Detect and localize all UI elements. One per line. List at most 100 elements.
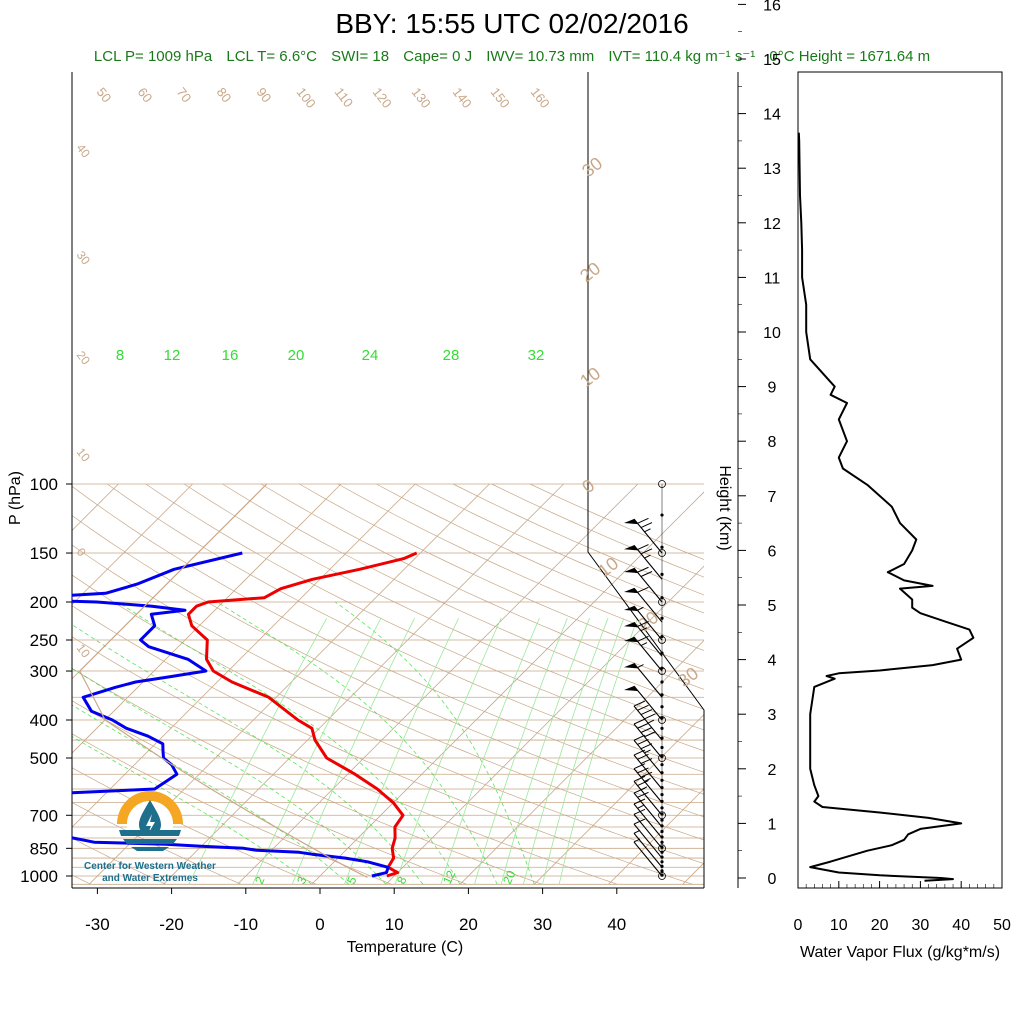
- wind-barb-flag: [637, 722, 649, 729]
- isotherm-line: [608, 788, 704, 885]
- isotherm-label: 140: [450, 85, 475, 111]
- wind-barb: [633, 768, 663, 804]
- mixing-ratio-line: [558, 618, 638, 885]
- adiabat-label-right: 20: [576, 258, 604, 286]
- cape-stat: Cape= 0 J: [403, 48, 473, 65]
- height-tick-label: 5: [768, 598, 777, 615]
- wind-barb-flag: [633, 798, 646, 805]
- wind-barb-flag: [640, 548, 653, 555]
- mixing-ratio-line: [252, 618, 382, 885]
- isotherm-label: 50: [94, 85, 115, 106]
- wind-barb: [633, 813, 663, 849]
- temperature-tick-label: 20: [459, 915, 478, 934]
- height-tick-label: 6: [768, 543, 777, 560]
- wind-barb: [633, 832, 663, 868]
- isotherm-line: [385, 565, 704, 885]
- pressure-tick-label: 500: [30, 749, 58, 768]
- wind-barb: [633, 587, 663, 623]
- wind-barb-flag: [633, 700, 646, 707]
- barb-level-dot: [660, 680, 664, 684]
- wind-barb: [633, 636, 663, 672]
- isotherm-line: [72, 483, 416, 828]
- wind-barb-flag: [640, 571, 653, 577]
- height-tick-label: 3: [768, 707, 777, 724]
- moist-adiabat: [216, 601, 498, 885]
- wvf-profile-line: [797, 132, 975, 882]
- wind-barb-flag: [640, 771, 653, 778]
- wind-barb-pennant: [624, 588, 639, 594]
- wvf-tick-label: 10: [830, 917, 848, 934]
- pressure-axis-title: P (hPa): [7, 471, 24, 525]
- barb-level-dot: [660, 818, 664, 822]
- water-vapor-flux-panel: 0 10 20 30 40 50 Water Vapor Flux (g/kg*m/s): [794, 71, 1011, 961]
- wind-barb: [633, 780, 663, 816]
- mixing-ratio-label-top: 8: [116, 347, 124, 364]
- height-tick-label: 7: [768, 489, 777, 506]
- freezing-height-stat: 0°C Height = 1671.64 m: [769, 48, 931, 65]
- wind-barb-flag: [637, 753, 649, 760]
- temperature-tick-label: -30: [85, 915, 110, 934]
- wind-barb: [633, 739, 663, 775]
- barb-level-dot: [660, 860, 664, 864]
- wvf-frame: [797, 71, 1003, 889]
- pressure-tick-label: 1000: [20, 867, 58, 886]
- wind-barb-pennant: [624, 637, 639, 643]
- wind-barb-half-flag: [640, 642, 648, 646]
- wind-barb-pennant: [624, 686, 639, 692]
- wind-barb-flag: [644, 713, 656, 720]
- moist-adiabat: [72, 624, 424, 885]
- barb-level-dot: [660, 745, 664, 750]
- dry-adiabat: [72, 837, 167, 885]
- height-tick-label: 16: [763, 0, 781, 14]
- dry-adiabat: [72, 515, 704, 818]
- mixing-ratio-line: [344, 618, 459, 885]
- wind-barb-half-flag: [640, 627, 648, 632]
- isotherm-label: 110: [332, 85, 357, 111]
- wind-barb: [633, 841, 663, 877]
- barb-level-dot: [660, 763, 664, 767]
- dry-adiabat: [106, 483, 704, 773]
- wind-barb-half-flag: [637, 664, 644, 668]
- mixing-ratio-line: [474, 618, 568, 885]
- isotherm-line: [163, 483, 564, 885]
- wvf-tick-label: 0: [794, 917, 803, 934]
- isotherm-line: [459, 639, 704, 885]
- mixing-ratio-label-bottom: 20: [500, 868, 518, 886]
- mixing-ratio-label-top: 28: [443, 347, 460, 364]
- wind-barb-pennant: [624, 605, 639, 612]
- barb-level-dot: [660, 850, 664, 854]
- barb-station-circle: [658, 480, 666, 488]
- pressure-tick-label: 300: [30, 662, 58, 681]
- iwv-stat: IWV= 10.73 mm: [486, 48, 595, 65]
- wind-barb-flag: [640, 743, 653, 750]
- dry-adiabat: [72, 700, 468, 885]
- height-tick-label: 8: [768, 434, 777, 451]
- isotherm-label: 90: [254, 85, 275, 106]
- barb-level-dot: [660, 545, 664, 549]
- wind-barb-flag: [640, 709, 653, 716]
- isotherm-label: 130: [409, 85, 434, 111]
- barb-station-circle: [658, 636, 666, 644]
- temperature-tick-label: 30: [533, 915, 552, 934]
- wind-barb-pennant: [624, 519, 639, 525]
- wind-barb: [633, 621, 663, 657]
- mixing-ratio-line: [440, 618, 540, 885]
- barb-level-dot: [660, 778, 664, 782]
- dry-adiabat: [72, 767, 317, 885]
- isotherm-line: [534, 714, 704, 885]
- pressure-tick-label: 100: [30, 475, 58, 494]
- isotherm-label: 150: [488, 85, 513, 111]
- cw3e-logo: Center for Western Weather and Water Ext…: [72, 786, 228, 885]
- height-tick-label: 4: [768, 653, 777, 670]
- dry-adiabat: [376, 483, 704, 632]
- wind-barb-half-flag: [644, 554, 651, 559]
- barb-level-dot: [660, 572, 664, 576]
- wind-barb: [633, 754, 663, 790]
- barb-station-circle: [658, 716, 666, 724]
- pressure-tick-label: 200: [30, 593, 58, 612]
- wind-barb-half-flag: [644, 749, 651, 754]
- mixing-ratio-label-bottom: 12: [440, 868, 458, 886]
- wind-barb-flag: [640, 522, 653, 528]
